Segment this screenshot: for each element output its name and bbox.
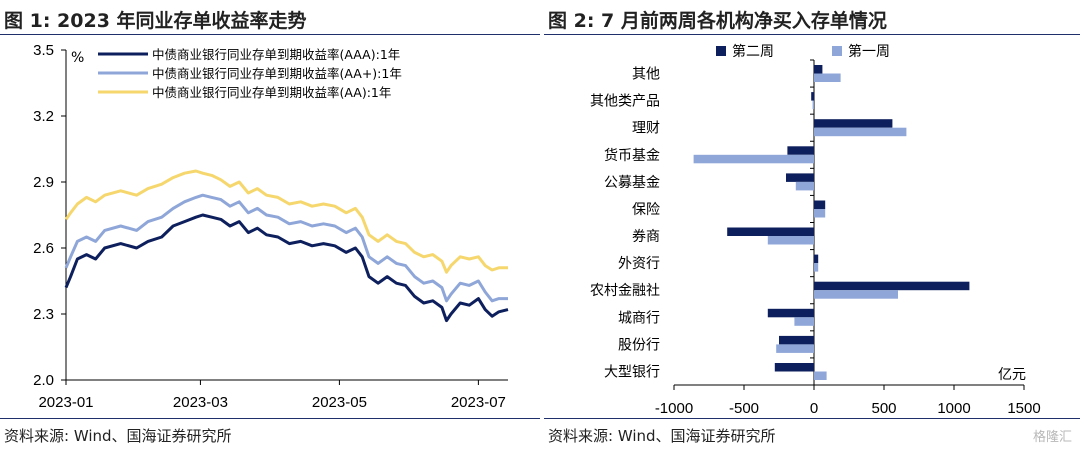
category-label: 股份行 xyxy=(618,337,660,353)
bar-week2 xyxy=(814,119,893,128)
bar-week2 xyxy=(767,308,814,318)
legend-label: 中债商业银行同业存单到期收益率(AAA):1年 xyxy=(152,47,400,62)
category-label: 大型银行 xyxy=(604,364,660,380)
right-source-text: 资料来源: Wind、国海证券研究所 xyxy=(548,427,776,445)
x-tick-label: 1500 xyxy=(1007,400,1040,417)
y-tick-label: 2.9 xyxy=(33,174,54,191)
bar-week1 xyxy=(814,290,898,299)
legend-label: 第二周 xyxy=(732,43,774,60)
bar-week1 xyxy=(814,209,826,218)
category-label: 其他类产品 xyxy=(590,94,660,110)
left-source-bar: 资料来源: Wind、国海证券研究所 xyxy=(0,418,540,452)
bar-week2 xyxy=(814,200,826,209)
legend-label: 中债商业银行同业存单到期收益率(AA+):1年 xyxy=(152,66,402,81)
category-label: 外资行 xyxy=(618,256,660,272)
legend-label: 第一周 xyxy=(848,43,890,60)
series-line-0 xyxy=(64,213,509,323)
x-unit-label: 亿元 xyxy=(998,367,1026,383)
x-tick-label: 0 xyxy=(810,400,818,417)
bar-week1 xyxy=(814,263,819,272)
x-tick-label: 500 xyxy=(871,400,896,417)
bar-week2 xyxy=(779,335,814,345)
bar-week2 xyxy=(814,281,970,291)
category-label: 农村金融社 xyxy=(590,283,660,299)
legend-swatch xyxy=(832,46,842,56)
y-tick-label: 2.3 xyxy=(33,306,54,323)
right-chart-title: 图 2: 7 月前两周各机构净买入存单情况 xyxy=(548,10,887,32)
y-unit-label: % xyxy=(71,50,84,66)
bar-week2 xyxy=(814,65,823,74)
right-title-bar: 图 2: 7 月前两周各机构净买入存单情况 xyxy=(544,0,1080,35)
category-label: 保险 xyxy=(632,202,660,218)
category-label: 货币基金 xyxy=(604,147,660,164)
y-tick-label: 3.5 xyxy=(33,42,54,59)
bar-week2 xyxy=(814,254,819,264)
bar-week1 xyxy=(814,127,907,137)
series-line-2 xyxy=(64,169,508,274)
left-chart-title: 图 1: 2023 年同业存单收益率走势 xyxy=(4,10,307,32)
bar-week1 xyxy=(767,236,814,245)
bar-week1 xyxy=(693,154,814,164)
bar-week1 xyxy=(814,371,827,380)
category-label: 理财 xyxy=(632,121,660,137)
x-tick-label: 2023-01 xyxy=(38,394,93,411)
y-tick-label: 2.0 xyxy=(33,372,54,389)
left-source-text: 资料来源: Wind、国海证券研究所 xyxy=(4,427,232,445)
bar-week2 xyxy=(786,173,814,182)
legend-swatch xyxy=(716,46,726,56)
left-chart-panel: 图 1: 2023 年同业存单收益率走势 2.0 2.3 2.6 2.9 3.2 3.5 2… xyxy=(0,0,540,451)
y-tick-label: 2.6 xyxy=(33,240,54,257)
y-tick-label: 3.2 xyxy=(33,108,54,125)
category-label: 其他 xyxy=(632,67,660,83)
bar-week1 xyxy=(814,73,841,82)
left-title-bar: 图 1: 2023 年同业存单收益率走势 xyxy=(0,0,540,35)
x-tick-label: 2023-03 xyxy=(173,394,228,411)
x-tick-label: -1000 xyxy=(655,400,693,417)
bar-week1 xyxy=(795,181,814,191)
x-tick-label: 2023-07 xyxy=(451,394,506,411)
bar-week1 xyxy=(812,100,814,110)
right-chart-panel: 图 2: 7 月前两周各机构净买入存单情况 -1000 -500 0 500 1000 1… xyxy=(544,0,1080,451)
series-line-1 xyxy=(64,193,508,303)
category-label: 券商 xyxy=(632,229,660,245)
category-label: 城商行 xyxy=(618,310,660,326)
bar-week2 xyxy=(787,146,814,155)
bar-week2 xyxy=(727,227,814,236)
watermark-logo: 格隆汇 xyxy=(1032,430,1072,445)
bar-week2 xyxy=(774,363,814,372)
category-label: 公募基金 xyxy=(604,174,660,191)
legend-label: 中债商业银行同业存单到期收益率(AA):1年 xyxy=(152,85,391,100)
x-tick-label: 1000 xyxy=(937,400,970,417)
bar-week2 xyxy=(811,92,814,101)
yield-line-chart: 2.0 2.3 2.6 2.9 3.2 3.5 2023-01 2023-03 2023-05 2… xyxy=(33,42,509,411)
bar-week1 xyxy=(776,344,814,353)
bar-week1 xyxy=(794,317,814,326)
x-tick-label: -500 xyxy=(729,400,759,417)
net-purchase-bar-chart: -1000 -500 0 500 1000 1500 其他其他类产品理财货币基金公募基金保险… xyxy=(590,43,1041,417)
x-tick-label: 2023-05 xyxy=(312,394,367,411)
right-source-bar: 资料来源: Wind、国海证券研究所 xyxy=(544,418,1080,452)
